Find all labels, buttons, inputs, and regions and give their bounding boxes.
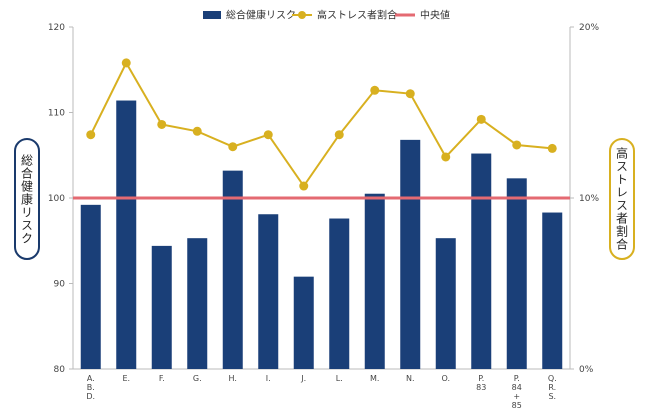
right-tick-label: 0% bbox=[579, 365, 594, 375]
line-point bbox=[157, 119, 167, 129]
category-label: J. bbox=[300, 374, 306, 383]
category-label-line: R. bbox=[548, 383, 556, 392]
category-label: M. bbox=[370, 374, 379, 383]
category-label-line: M. bbox=[370, 374, 379, 383]
category-label-line: D. bbox=[86, 392, 95, 401]
line-point bbox=[370, 85, 380, 95]
category-label: P. 83 bbox=[476, 374, 486, 392]
category-label-line: G. bbox=[193, 374, 202, 383]
category-label: I. bbox=[266, 374, 271, 383]
left-tick-label: 80 bbox=[54, 365, 66, 375]
category-label-line: 84 bbox=[512, 383, 522, 392]
legend-label-bar: 総合健康リスク bbox=[226, 9, 296, 22]
category-label: Q. R. S. bbox=[548, 374, 557, 401]
line-point bbox=[86, 130, 96, 140]
right-axis-label: 高ストレス者割合 bbox=[609, 138, 635, 260]
left-tick-label: 120 bbox=[48, 23, 65, 33]
bar bbox=[80, 204, 101, 369]
legend-label-median: 中央値 bbox=[420, 9, 450, 22]
line-point bbox=[299, 181, 309, 191]
bar bbox=[542, 212, 563, 369]
stress-ratio-line bbox=[89, 60, 553, 188]
category-label: N. bbox=[406, 374, 415, 383]
category-label-line: L. bbox=[336, 374, 343, 383]
line-point bbox=[476, 114, 486, 124]
left-tick-label: 100 bbox=[48, 194, 65, 204]
legend-swatch-bar bbox=[203, 11, 221, 19]
line-point bbox=[512, 140, 522, 150]
bar bbox=[222, 170, 243, 369]
category-label-line: P. bbox=[478, 374, 484, 383]
category-label: E. bbox=[122, 374, 130, 383]
bar bbox=[506, 178, 527, 369]
legend: 総合健康リスク 高ストレス者割合 中央値 bbox=[203, 9, 450, 22]
bar bbox=[151, 245, 172, 369]
category-label-line: H. bbox=[229, 374, 237, 383]
bar bbox=[116, 100, 137, 369]
bar bbox=[293, 276, 314, 369]
bar bbox=[187, 238, 208, 369]
category-label-line: 83 bbox=[476, 383, 486, 392]
category-labels: A. B. D.E. F. G. H. I. J. L. M. N. O. P. 83P. 84 +85Q. R… bbox=[86, 374, 556, 410]
category-label-line: Q. bbox=[548, 374, 557, 383]
category-label-line: J. bbox=[300, 374, 306, 383]
category-label-line: P. bbox=[514, 374, 520, 383]
category-label-line: B. bbox=[87, 383, 95, 392]
category-label-line: 85 bbox=[512, 401, 522, 410]
bar bbox=[400, 139, 421, 369]
right-tick-label: 10% bbox=[579, 194, 599, 204]
category-label: O. bbox=[441, 374, 450, 383]
left-tick-label: 90 bbox=[54, 280, 66, 290]
category-label-line: O. bbox=[441, 374, 450, 383]
bar bbox=[329, 218, 350, 369]
category-label-line: E. bbox=[122, 374, 130, 383]
left-axis-label: 総合健康リスク bbox=[14, 138, 40, 260]
bar bbox=[471, 153, 492, 369]
category-label: P. 84 +85 bbox=[512, 374, 522, 410]
line-series bbox=[86, 58, 557, 191]
line-point bbox=[263, 130, 273, 140]
category-label-line: F. bbox=[159, 374, 165, 383]
category-label: F. bbox=[159, 374, 165, 383]
line-point bbox=[121, 58, 131, 68]
legend-label-line: 高ストレス者割合 bbox=[317, 9, 397, 22]
category-label: L. bbox=[336, 374, 343, 383]
category-label-line: S. bbox=[548, 392, 556, 401]
bar bbox=[435, 238, 456, 369]
category-label: H. bbox=[229, 374, 237, 383]
category-label: A. B. D. bbox=[86, 374, 95, 401]
category-label-line: + bbox=[513, 392, 520, 401]
line-point bbox=[228, 142, 238, 152]
line-point bbox=[192, 126, 202, 136]
bar bbox=[258, 214, 279, 369]
category-label-line: I. bbox=[266, 374, 271, 383]
category-label-line: A. bbox=[87, 374, 95, 383]
line-point bbox=[405, 89, 415, 99]
category-label-line: N. bbox=[406, 374, 415, 383]
legend-swatch-marker bbox=[298, 11, 306, 19]
left-tick-label: 110 bbox=[48, 109, 65, 119]
bar-series bbox=[80, 100, 563, 369]
line-point bbox=[547, 143, 557, 153]
line-point bbox=[334, 130, 344, 140]
category-label: G. bbox=[193, 374, 202, 383]
bar bbox=[364, 193, 385, 369]
line-point bbox=[441, 152, 451, 162]
right-tick-label: 20% bbox=[579, 23, 599, 33]
